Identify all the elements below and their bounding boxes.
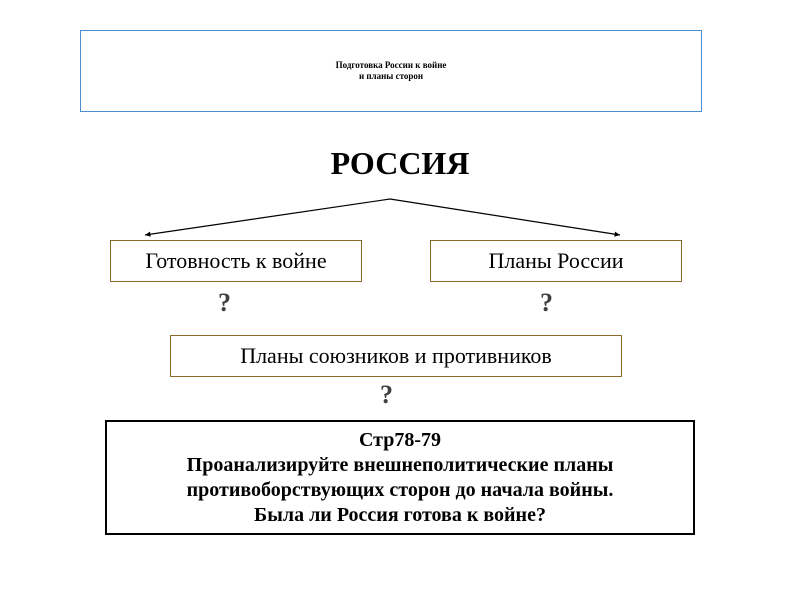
task-line-1: Стр78-79 bbox=[359, 428, 441, 453]
main-title: РОССИЯ bbox=[0, 145, 800, 182]
node-allies-enemies-plans-label: Планы союзников и противников bbox=[240, 343, 552, 369]
node-readiness-label: Готовность к войне bbox=[145, 248, 326, 274]
question-mark-right: ? bbox=[540, 288, 553, 318]
title-banner: Подготовка России к войне и планы сторон bbox=[80, 30, 702, 112]
task-line-3: противоборствующих сторон до начала войн… bbox=[187, 478, 614, 503]
node-plans-russia-label: Планы России bbox=[489, 248, 624, 274]
task-line-2: Проанализируйте внешнеполитические планы bbox=[187, 453, 614, 478]
question-mark-left: ? bbox=[218, 288, 231, 318]
node-readiness: Готовность к войне bbox=[110, 240, 362, 282]
node-allies-enemies-plans: Планы союзников и противников bbox=[170, 335, 622, 377]
node-plans-russia: Планы России bbox=[430, 240, 682, 282]
task-line-4: Была ли Россия готова к войне? bbox=[254, 503, 546, 528]
question-mark-bottom: ? bbox=[380, 380, 393, 410]
title-banner-line2: и планы сторон bbox=[359, 71, 423, 82]
title-banner-line1: Подготовка России к войне bbox=[336, 60, 447, 71]
task-box: Стр78-79 Проанализируйте внешнеполитичес… bbox=[105, 420, 695, 535]
